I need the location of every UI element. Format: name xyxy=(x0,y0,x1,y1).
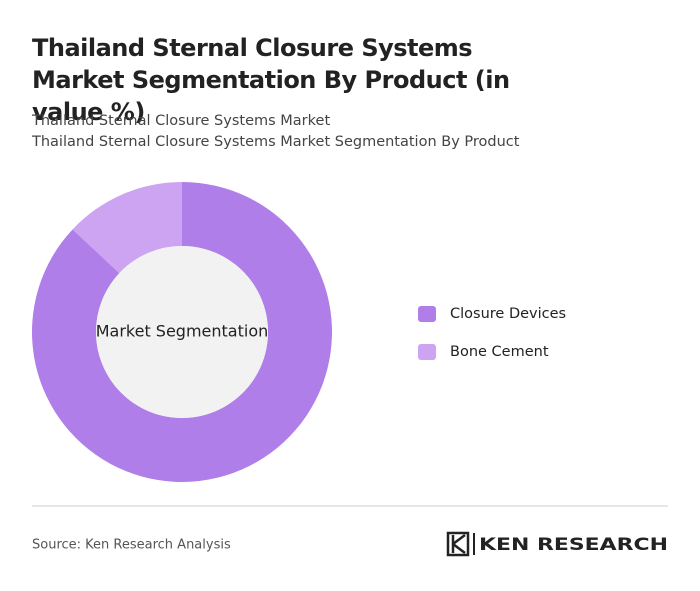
subtitle: Thailand Sternal Closure Systems Market xyxy=(32,113,331,129)
legend-swatch xyxy=(418,306,436,322)
donut-hole xyxy=(96,246,268,418)
logo-icon xyxy=(446,531,475,557)
source: Source: Ken Research Analysis xyxy=(32,538,231,553)
donut-slice xyxy=(72,182,182,274)
legend-label: Bone Cement xyxy=(450,344,549,360)
legend-swatch xyxy=(418,344,436,360)
legend-label: Closure Devices xyxy=(450,306,566,322)
donut-slice xyxy=(31,182,333,483)
chart-title: Thailand Sternal Closure Systems Market … xyxy=(32,34,510,126)
center-label: Market Segmentation xyxy=(96,322,269,341)
subtitle: Thailand Sternal Closure Systems Market … xyxy=(32,134,520,150)
logo-text: KEN RESEARCH xyxy=(479,535,668,555)
